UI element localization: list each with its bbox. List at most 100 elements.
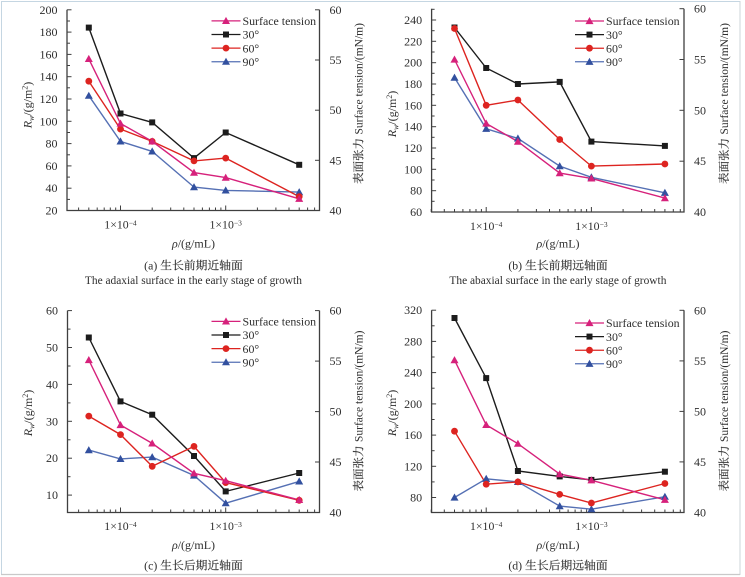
svg-text:280: 280 bbox=[404, 334, 422, 348]
svg-text:20: 20 bbox=[46, 204, 58, 218]
svg-text:80: 80 bbox=[46, 137, 58, 151]
svg-text:−4: −4 bbox=[494, 520, 502, 529]
svg-text:−4: −4 bbox=[129, 219, 137, 228]
svg-text:Surface tension: Surface tension bbox=[606, 14, 680, 28]
svg-text:55: 55 bbox=[330, 53, 342, 67]
svg-text:The abaxial surface in the ear: The abaxial surface in the early stage o… bbox=[449, 275, 666, 287]
svg-text:/(g/mL): /(g/mL) bbox=[178, 538, 215, 552]
svg-text:40: 40 bbox=[330, 204, 342, 218]
svg-text:30°: 30° bbox=[243, 28, 260, 42]
svg-text:R: R bbox=[21, 428, 35, 437]
svg-text:/(g/m: /(g/m bbox=[21, 89, 35, 116]
svg-text:45: 45 bbox=[694, 154, 706, 168]
svg-text:(d): (d) bbox=[508, 559, 522, 573]
svg-text:40: 40 bbox=[46, 181, 58, 195]
svg-text:20: 20 bbox=[46, 451, 58, 465]
svg-text:90°: 90° bbox=[243, 355, 260, 369]
svg-text:): ) bbox=[385, 390, 399, 394]
svg-text:/(g/mL): /(g/mL) bbox=[542, 538, 579, 552]
svg-text:120: 120 bbox=[404, 141, 422, 155]
svg-text:R: R bbox=[385, 428, 399, 437]
svg-text:180: 180 bbox=[404, 77, 422, 91]
svg-text:50: 50 bbox=[46, 341, 58, 355]
svg-text:90°: 90° bbox=[606, 357, 623, 371]
svg-text:−3: −3 bbox=[600, 520, 608, 529]
svg-text:1×10: 1×10 bbox=[104, 519, 128, 533]
svg-text:60°: 60° bbox=[243, 342, 260, 356]
svg-text:55: 55 bbox=[330, 354, 342, 368]
svg-text:/(g/m: /(g/m bbox=[21, 397, 35, 424]
svg-text:60°: 60° bbox=[243, 41, 260, 55]
svg-text:50: 50 bbox=[330, 103, 342, 117]
svg-text:−4: −4 bbox=[494, 220, 502, 229]
svg-text:60: 60 bbox=[694, 2, 706, 16]
svg-text:140: 140 bbox=[40, 70, 58, 84]
svg-text:Surface tension: Surface tension bbox=[606, 316, 680, 330]
svg-text:120: 120 bbox=[40, 92, 58, 106]
svg-text:(a): (a) bbox=[144, 259, 157, 273]
svg-text:R: R bbox=[21, 120, 35, 129]
svg-text:45: 45 bbox=[330, 153, 342, 167]
svg-text:10: 10 bbox=[46, 488, 58, 502]
svg-text:50: 50 bbox=[694, 404, 706, 418]
svg-text:2: 2 bbox=[21, 394, 30, 398]
svg-text:(c): (c) bbox=[144, 559, 157, 573]
svg-text:220: 220 bbox=[404, 34, 422, 48]
svg-text:): ) bbox=[21, 390, 35, 394]
svg-text:40: 40 bbox=[330, 506, 342, 520]
svg-text:45: 45 bbox=[330, 455, 342, 469]
svg-text:ρ: ρ bbox=[535, 538, 542, 552]
svg-text:−3: −3 bbox=[234, 219, 242, 228]
svg-text:w: w bbox=[28, 423, 37, 429]
svg-text:Surface tension/(mN/m): Surface tension/(mN/m) bbox=[354, 330, 366, 442]
svg-text:Surface tension: Surface tension bbox=[243, 315, 317, 329]
svg-text:80: 80 bbox=[410, 491, 422, 505]
svg-text:1×10: 1×10 bbox=[575, 219, 599, 233]
svg-text:1×10: 1×10 bbox=[470, 219, 494, 233]
svg-text:−4: −4 bbox=[129, 520, 137, 529]
svg-text:140: 140 bbox=[404, 120, 422, 134]
svg-text:55: 55 bbox=[694, 354, 706, 368]
svg-text:55: 55 bbox=[694, 53, 706, 67]
svg-text:320: 320 bbox=[404, 303, 422, 317]
svg-text:ρ: ρ bbox=[171, 237, 178, 251]
svg-text:1×10: 1×10 bbox=[210, 519, 234, 533]
svg-text:R: R bbox=[385, 129, 399, 138]
svg-text:−3: −3 bbox=[600, 220, 608, 229]
svg-text:2: 2 bbox=[385, 95, 394, 99]
svg-text:ρ: ρ bbox=[535, 237, 542, 251]
svg-text:240: 240 bbox=[404, 366, 422, 380]
svg-text:60: 60 bbox=[46, 304, 58, 318]
svg-text:60: 60 bbox=[410, 205, 422, 219]
svg-text:50: 50 bbox=[330, 405, 342, 419]
svg-text:60: 60 bbox=[330, 304, 342, 318]
svg-text:60: 60 bbox=[694, 303, 706, 317]
svg-text:30°: 30° bbox=[606, 330, 623, 344]
svg-text:240: 240 bbox=[404, 13, 422, 27]
svg-text:w: w bbox=[27, 115, 36, 121]
svg-text:100: 100 bbox=[40, 114, 58, 128]
svg-text:60°: 60° bbox=[606, 343, 623, 357]
svg-text:200: 200 bbox=[404, 397, 422, 411]
svg-text:120: 120 bbox=[404, 459, 422, 473]
svg-text:40: 40 bbox=[694, 506, 706, 520]
svg-text:/(g/m: /(g/m bbox=[385, 98, 399, 125]
svg-text:2: 2 bbox=[385, 394, 394, 398]
svg-text:/(g/m: /(g/m bbox=[385, 397, 399, 424]
svg-text:2: 2 bbox=[21, 86, 30, 90]
svg-text:The adaxial surface in the ear: The adaxial surface in the early stage o… bbox=[85, 275, 302, 287]
svg-text:30°: 30° bbox=[243, 328, 260, 342]
svg-text:200: 200 bbox=[404, 56, 422, 70]
svg-text:160: 160 bbox=[404, 428, 422, 442]
svg-text:40: 40 bbox=[694, 205, 706, 219]
svg-text:1×10: 1×10 bbox=[470, 519, 494, 533]
svg-text:180: 180 bbox=[40, 25, 58, 39]
svg-text:60: 60 bbox=[330, 3, 342, 17]
svg-text:60°: 60° bbox=[606, 41, 623, 55]
svg-text:w: w bbox=[392, 124, 401, 130]
svg-text:60: 60 bbox=[46, 159, 58, 173]
svg-text:Surface tension/(mN/m): Surface tension/(mN/m) bbox=[354, 23, 366, 135]
svg-text:1×10: 1×10 bbox=[210, 218, 234, 232]
svg-text:160: 160 bbox=[40, 47, 58, 61]
svg-text:45: 45 bbox=[694, 455, 706, 469]
